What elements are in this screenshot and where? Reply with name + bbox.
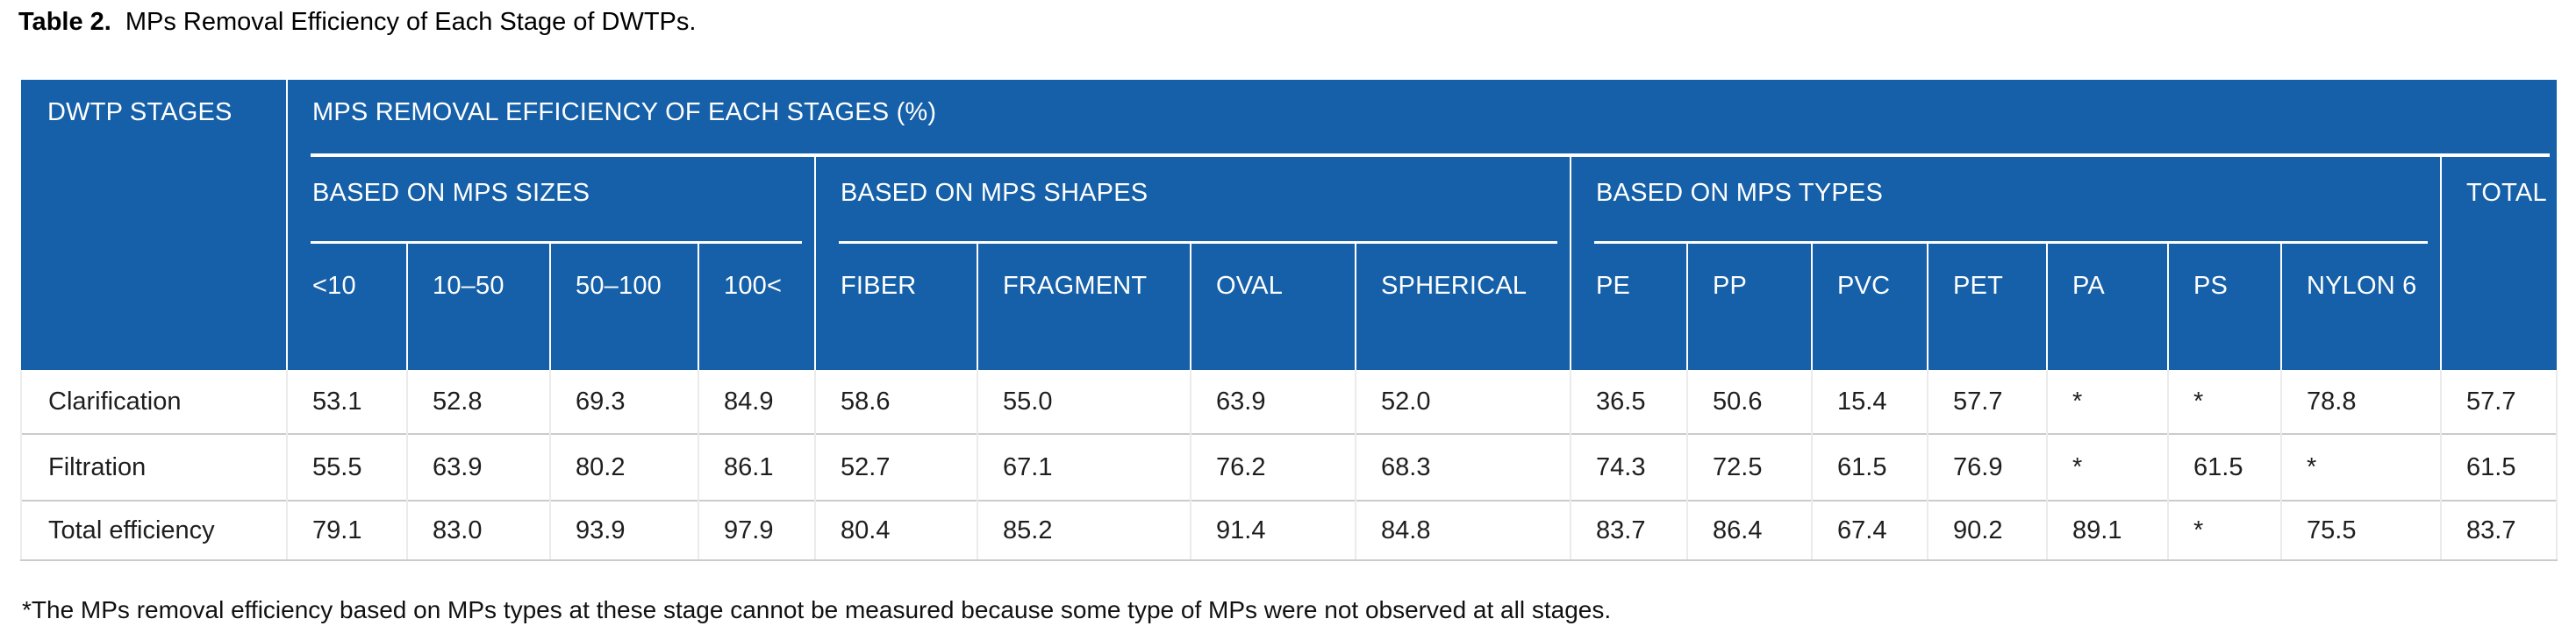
value-cell: 78.8: [2280, 370, 2441, 434]
table-row-total-efficiency: Total efficiency 79.1 83.0 93.9 97.9 80.…: [20, 500, 2558, 561]
col-header-fragment: FRAGMENT: [977, 244, 1191, 370]
col-header-oval: OVAL: [1190, 244, 1356, 370]
header-row-main: DWTP STAGES MPS REMOVAL EFFICIENCY OF EA…: [21, 80, 2558, 370]
col-header-main-label: MPS REMOVAL EFFICIENCY OF EACH STAGES (%…: [312, 98, 937, 126]
table-row-clarification: Clarification 53.1 52.8 69.3 84.9 58.6 5…: [20, 370, 2558, 434]
col-header-spherical: SPHERICAL: [1355, 244, 1571, 370]
value-cell: 63.9: [406, 433, 550, 501]
value-cell: *: [2280, 433, 2441, 501]
header-row-columns: <10 10–50 50–100 100< FIBER FRAGMENT OVA…: [21, 244, 2557, 370]
table-caption-text: MPs Removal Efficiency of Each Stage of …: [125, 8, 697, 36]
value-cell: 57.7: [2439, 370, 2558, 434]
group-header-sizes: BASED ON MPS SIZES: [286, 157, 815, 244]
value-cell: 80.4: [814, 500, 977, 561]
col-header-pp: PP: [1686, 244, 1812, 370]
col-header-size-lt10: <10: [286, 244, 407, 370]
col-header-pe: PE: [1570, 244, 1687, 370]
table-footnote: *The MPs removal efficiency based on MPs…: [22, 596, 1612, 623]
value-cell: 68.3: [1355, 433, 1571, 501]
value-cell: 93.9: [549, 500, 698, 561]
value-cell: 97.9: [698, 500, 815, 561]
value-cell: 61.5: [2167, 433, 2281, 501]
stage-cell: Filtration: [20, 433, 287, 501]
value-cell: 63.9: [1190, 370, 1356, 434]
col-header-size-50-100: 50–100: [549, 244, 698, 370]
value-cell: 15.4: [1811, 370, 1928, 434]
value-cell: 72.5: [1686, 433, 1812, 501]
value-cell: 67.1: [977, 433, 1191, 501]
value-cell: 36.5: [1570, 370, 1687, 434]
col-header-total: TOTAL: [2439, 157, 2558, 370]
value-cell: 50.6: [1686, 370, 1812, 434]
value-cell: 53.1: [286, 370, 407, 434]
group-header-types: BASED ON MPS TYPES: [1570, 157, 2441, 244]
value-cell: 61.5: [2439, 433, 2558, 501]
value-cell: 79.1: [286, 500, 407, 561]
group-header-types-label: BASED ON MPS TYPES: [1596, 179, 1883, 207]
value-cell: 83.0: [406, 500, 550, 561]
col-header-pvc: PVC: [1811, 244, 1928, 370]
col-header-pa: PA: [2046, 244, 2168, 370]
value-cell: 69.3: [549, 370, 698, 434]
col-header-pet: PET: [1927, 244, 2047, 370]
value-cell: 52.0: [1355, 370, 1571, 434]
col-header-ps: PS: [2167, 244, 2281, 370]
value-cell: 75.5: [2280, 500, 2441, 561]
value-cell: 90.2: [1927, 500, 2047, 561]
group-underline: [311, 241, 802, 244]
stage-cell: Clarification: [20, 370, 287, 434]
group-header-shapes: BASED ON MPS SHAPES: [814, 157, 1571, 244]
value-cell: 76.2: [1190, 433, 1356, 501]
value-cell: 52.8: [406, 370, 550, 434]
value-cell: 86.1: [698, 433, 815, 501]
value-cell: 85.2: [977, 500, 1191, 561]
value-cell: 84.8: [1355, 500, 1571, 561]
value-cell: 52.7: [814, 433, 977, 501]
value-cell: 57.7: [1927, 370, 2047, 434]
header-row-groups: BASED ON MPS SIZES BASED ON MPS SHAPES B…: [21, 157, 2558, 370]
value-cell: 84.9: [698, 370, 815, 434]
value-cell: 67.4: [1811, 500, 1928, 561]
value-cell: 58.6: [814, 370, 977, 434]
group-header-shapes-label: BASED ON MPS SHAPES: [841, 179, 1148, 207]
col-header-size-10-50: 10–50: [406, 244, 550, 370]
value-cell: 76.9: [1927, 433, 2047, 501]
group-underline: [839, 241, 1557, 244]
group-header-sizes-label: BASED ON MPS SIZES: [312, 179, 590, 207]
header-underline: [311, 153, 2551, 157]
value-cell: 61.5: [1811, 433, 1928, 501]
value-cell: 55.0: [977, 370, 1191, 434]
table-caption: Table 2. MPs Removal Efficiency of Each S…: [18, 7, 2576, 37]
value-cell: 86.4: [1686, 500, 1812, 561]
table-row-filtration: Filtration 55.5 63.9 80.2 86.1 52.7 67.1…: [20, 433, 2558, 501]
col-header-fiber: FIBER: [814, 244, 977, 370]
value-cell: *: [2046, 433, 2168, 501]
value-cell: 74.3: [1570, 433, 1687, 501]
mps-removal-efficiency-table: DWTP STAGES MPS REMOVAL EFFICIENCY OF EA…: [20, 80, 2558, 561]
value-cell: *: [2167, 370, 2281, 434]
col-header-nylon6: NYLON 6: [2280, 244, 2441, 370]
group-underline: [1594, 241, 2428, 244]
value-cell: *: [2167, 500, 2281, 561]
value-cell: 89.1: [2046, 500, 2168, 561]
value-cell: 55.5: [286, 433, 407, 501]
stage-cell: Total efficiency: [20, 500, 287, 561]
value-cell: 83.7: [2439, 500, 2558, 561]
value-cell: 91.4: [1190, 500, 1356, 561]
value-cell: *: [2046, 370, 2168, 434]
value-cell: 83.7: [1570, 500, 1687, 561]
col-header-dwtp-stages: DWTP STAGES: [21, 80, 287, 370]
col-header-size-gt100: 100<: [698, 244, 815, 370]
col-header-main: MPS REMOVAL EFFICIENCY OF EACH STAGES (%…: [285, 80, 2558, 157]
value-cell: 80.2: [549, 433, 698, 501]
table-caption-number: Table 2.: [18, 8, 111, 36]
